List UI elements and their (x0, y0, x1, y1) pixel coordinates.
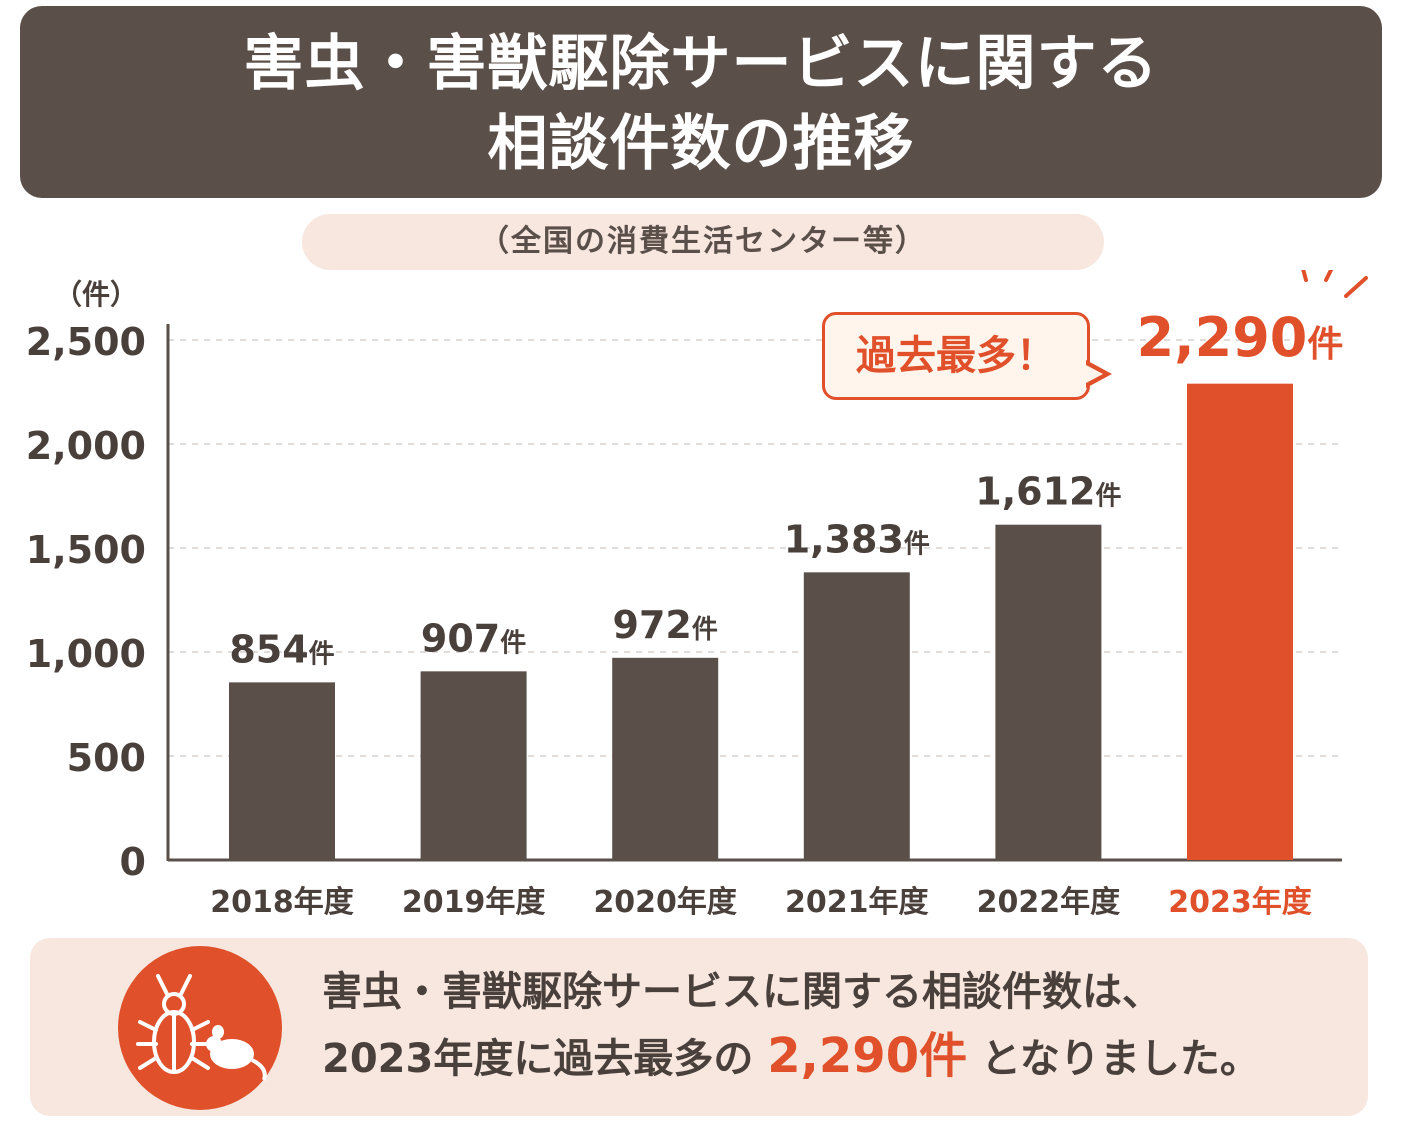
data-label: 972件 (613, 603, 718, 647)
y-tick-label: 0 (120, 840, 146, 884)
summary-highlight-count: 2,290件 (767, 1028, 968, 1084)
summary-line-2-suffix: となりました。 (981, 1036, 1260, 1082)
x-tick-label: 2021年度 (785, 885, 929, 920)
data-label: 1,383件 (784, 517, 930, 561)
x-tick-label: 2018年度 (210, 885, 354, 920)
burst-mark (1301, 270, 1308, 282)
data-label: 907件 (421, 616, 526, 660)
x-tick-label: 2023年度 (1168, 885, 1312, 920)
burst-mark (1344, 276, 1368, 298)
callout-tail-inner (1086, 365, 1103, 383)
x-tick-label: 2020年度 (593, 885, 737, 920)
bar (1187, 383, 1293, 860)
summary-line-1: 害虫・害獣駆除サービスに関する相談件数は、 (322, 969, 1162, 1015)
y-tick-label: 2,000 (26, 424, 146, 468)
summary-text: 害虫・害獣駆除サービスに関する相談件数は、 2023年度に過去最多の 2,290… (322, 960, 1342, 1091)
y-tick-label: 500 (67, 736, 146, 780)
burst-mark (1324, 270, 1334, 282)
y-tick-label: 1,000 (26, 632, 146, 676)
data-label: 854件 (229, 627, 334, 671)
title-line-1: 害虫・害獣駆除サービスに関する (243, 29, 1159, 99)
summary-line-2: 2023年度に過去最多の 2,290件 となりました。 (322, 1024, 1342, 1091)
y-tick-label: 2,500 (26, 320, 146, 364)
bar (420, 671, 527, 860)
title-line-2: 相談件数の推移 (487, 109, 915, 179)
summary-line-2-prefix: 2023年度に過去最多の (322, 1036, 754, 1082)
record-callout: 過去最多！ (822, 312, 1090, 400)
bar (229, 682, 335, 860)
y-axis-label: （件） (54, 278, 138, 311)
subtitle: （全国の消費生活センター等） (302, 214, 1104, 270)
bar-chart: （件） 0 500 1,000 1,500 2,000 2,500 2018年度 854件 201… (26, 270, 1368, 920)
beetle-icon (136, 974, 212, 1074)
x-tick-label: 2019年度 (402, 885, 546, 920)
pest-icon (118, 946, 282, 1110)
bar (803, 572, 910, 860)
bar (995, 524, 1102, 860)
title-banner: 害虫・害獣駆除サービスに関する 相談件数の推移 (20, 6, 1382, 198)
data-label: 1,612件 (975, 470, 1121, 514)
y-tick-label: 1,500 (26, 528, 146, 572)
bar (612, 657, 719, 860)
x-tick-label: 2022年度 (977, 885, 1121, 920)
mouse-icon (206, 1025, 267, 1081)
data-label: 2,290件 (1137, 306, 1344, 369)
